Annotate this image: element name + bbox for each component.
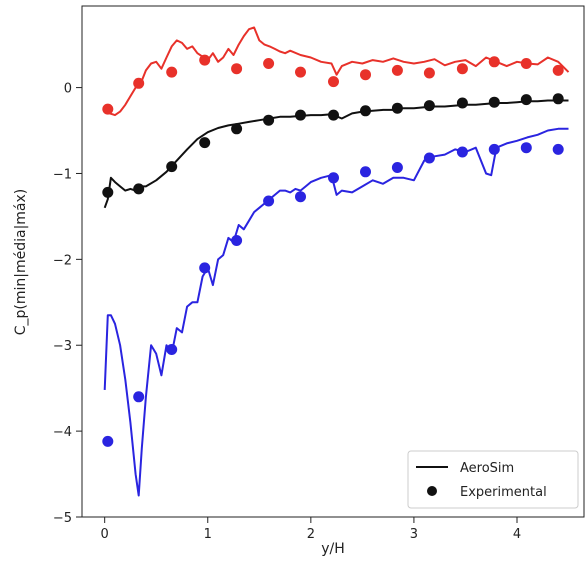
experimental-point-mean [423,100,435,112]
experimental-point-min [456,146,468,158]
experimental-point-min [133,391,145,403]
experimental-point-mean [391,102,403,114]
experimental-point-mean [133,183,145,195]
legend-experimental-dot-icon [427,486,437,496]
experimental-point-mean [488,96,500,108]
y-tick-label: −4 [53,425,72,440]
y-tick-label: −3 [53,339,72,354]
experimental-point-max [166,66,178,78]
experimental-point-max [263,58,275,69]
experimental-point-max [520,58,532,69]
y-tick-label: 0 [64,82,72,97]
experimental-point-min [199,262,211,274]
experimental-point-mean [520,94,532,106]
experimental-point-min [328,172,339,184]
y-tick-label: −2 [53,253,72,268]
series-line-max [104,26,570,117]
experimental-point-max [295,66,306,78]
x-tick-label: 3 [410,527,418,542]
legend-aerosim-label: AeroSim [460,461,514,476]
experimental-point-max [133,77,145,89]
x-axis-label: y/H [321,541,345,557]
experimental-point-mean [295,109,306,121]
experimental-point-max [423,67,435,79]
x-tick-label: 1 [204,527,212,542]
experimental-point-max [488,56,500,68]
experimental-point-max [328,76,339,88]
experimental-point-max [360,69,371,81]
experimental-point-max [231,63,243,75]
plot-frame [81,5,585,518]
experimental-point-mean [360,105,371,117]
experimental-point-max [552,64,564,76]
experimental-point-mean [102,186,114,198]
experimental-point-max [102,103,114,115]
legend-box [407,450,579,509]
experimental-point-min [391,162,403,173]
experimental-point-min [360,166,371,178]
x-axis: 0 1 2 3 4 [101,517,521,542]
experimental-point-max [456,63,468,75]
experimental-point-mean [552,93,564,105]
experimental-point-mean [231,123,243,135]
experimental-point-max [391,64,403,76]
experimental-point-max [199,54,211,66]
experimental-point-min [263,195,275,207]
series-line-min [103,127,569,497]
experimental-point-min [423,152,435,164]
legend-experimental-label: Experimental [460,485,547,500]
x-tick-label: 2 [307,527,315,542]
y-axis-label: C_p(min|média|máx) [13,189,29,336]
experimental-point-min [295,191,306,203]
x-tick-label: 4 [513,527,521,542]
experimental-point-mean [456,97,468,109]
x-tick-label: 0 [101,527,109,542]
experimental-point-mean [166,161,178,173]
experimental-point-min [166,344,178,355]
experimental-point-min [102,435,114,447]
y-tick-label: −5 [53,511,72,526]
legend: AeroSim Experimental [407,450,579,509]
experimental-point-mean [328,109,339,121]
experimental-point-min [520,142,532,154]
series-layer [102,26,570,497]
experimental-point-min [231,235,243,246]
y-axis: 0 −1 −2 −3 −4 −5 [53,82,82,526]
y-tick-label: −1 [53,167,72,182]
experimental-point-mean [263,114,275,126]
experimental-point-min [488,143,500,155]
experimental-point-mean [199,137,211,149]
experimental-point-min [552,143,564,155]
